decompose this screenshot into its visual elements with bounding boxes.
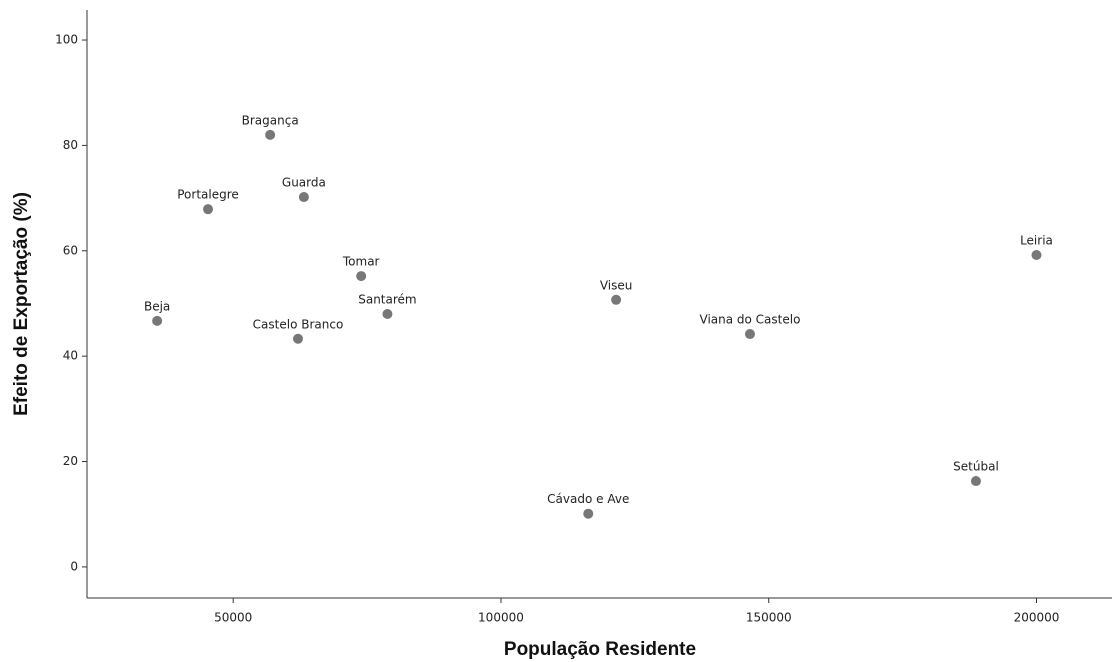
point-label: Setúbal: [953, 460, 999, 474]
point-label: Tomar: [342, 255, 380, 269]
y-axis-title: Efeito de Exportação (%): [11, 192, 32, 416]
point: [298, 192, 309, 203]
point-label: Guarda: [282, 176, 326, 190]
point-label: Portalegre: [177, 188, 239, 202]
y-tick-label: 0: [70, 559, 78, 573]
x-tick-label: 50000: [214, 611, 252, 625]
point-label: Cávado e Ave: [547, 492, 629, 506]
point-label: Santarém: [358, 293, 416, 307]
point: [356, 271, 367, 282]
point: [382, 309, 393, 320]
x-tick-label: 200000: [1014, 611, 1060, 625]
point-label: Bragança: [242, 113, 299, 127]
point: [152, 315, 163, 326]
point: [265, 129, 276, 140]
y-tick-label: 20: [63, 454, 78, 468]
point: [970, 476, 981, 487]
x-tick-label: 150000: [746, 611, 792, 625]
y-tick-label: 80: [63, 138, 78, 152]
point-label: Viseu: [600, 278, 633, 292]
point: [744, 329, 755, 340]
x-tick-label: 100000: [478, 611, 524, 625]
x-axis-title: População Residente: [504, 639, 696, 660]
y-tick-label: 60: [63, 243, 78, 257]
point: [1031, 250, 1042, 260]
point: [292, 333, 303, 344]
point-label: Viana do Castelo: [700, 313, 801, 327]
point-label: Castelo Branco: [253, 317, 344, 331]
point: [583, 508, 594, 519]
y-tick-label: 100: [55, 33, 78, 47]
point-label: Leiria: [1020, 234, 1053, 248]
point: [203, 204, 214, 215]
y-tick-label: 40: [63, 349, 78, 363]
point: [611, 294, 622, 305]
point-label: Beja: [144, 299, 170, 313]
